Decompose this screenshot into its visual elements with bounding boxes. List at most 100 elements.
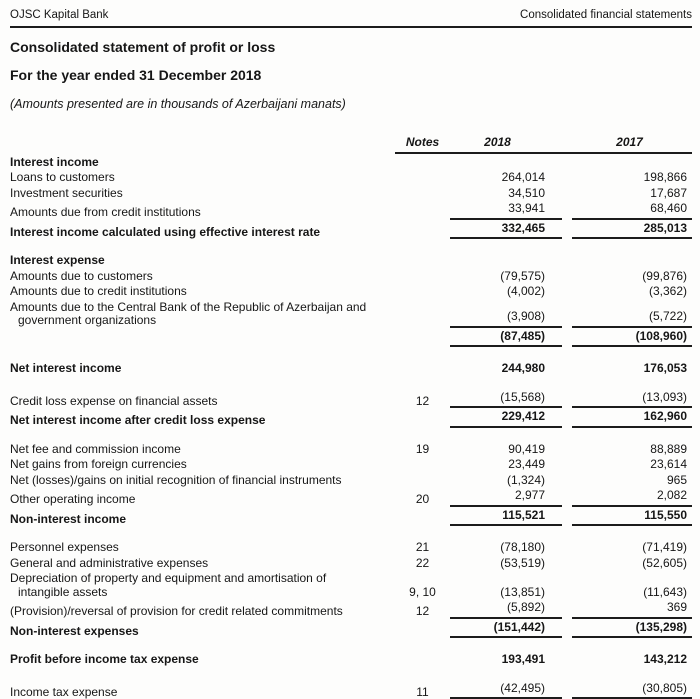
value-2018: (42,495) xyxy=(450,681,562,699)
statement-table: Notes 2018 2017 Interest income Loans to … xyxy=(10,135,692,699)
table-row: Amounts due from credit institutions 33,9… xyxy=(10,201,692,221)
row-label: Investment securities xyxy=(10,185,123,200)
value-2018: 23,449 xyxy=(508,457,545,471)
value-2018: 34,510 xyxy=(508,185,545,200)
row-label: Amounts due to credit institutions xyxy=(10,284,187,298)
value-2017: (5,722) xyxy=(572,309,692,328)
value-2018: 90,419 xyxy=(508,441,545,456)
value-2017: 965 xyxy=(666,472,687,487)
value-2018: 264,014 xyxy=(501,170,545,184)
row-label: Depreciation of property and equipment a… xyxy=(10,571,327,599)
value-2017: 115,550 xyxy=(572,508,692,526)
value-2017: (30,805) xyxy=(572,681,692,699)
table-row: Net fee and commission income 19 90,419 88,… xyxy=(10,442,692,458)
row-label: Non-interest expenses xyxy=(10,623,139,638)
table-row: Net (losses)/gains on initial recognitio… xyxy=(10,473,692,489)
row-group: Interest expense Amounts due to customers… xyxy=(10,253,692,348)
row-label: Net interest income xyxy=(10,361,122,375)
value-2017: 68,460 xyxy=(572,201,692,220)
table-row: Amounts due to the Central Bank of the R… xyxy=(10,300,692,329)
value-2018: 244,980 xyxy=(501,361,545,375)
table-row: Net interest income 244,980 176,053 xyxy=(10,361,692,377)
column-header-2018: 2018 xyxy=(484,135,511,149)
note-ref: 12 xyxy=(415,393,430,408)
row-label: Other operating income xyxy=(10,492,136,506)
table-row: Loans to customers 264,014 198,866 xyxy=(10,170,692,186)
row-label: Non-interest income xyxy=(10,511,127,526)
row-label xyxy=(10,334,395,348)
running-header: OJSC Kapital Bank Consolidated financial… xyxy=(10,9,692,28)
row-label: General and administrative expenses xyxy=(10,555,209,570)
header-columns: Notes 2018 2017 xyxy=(395,135,692,154)
value-2017: 23,614 xyxy=(650,457,687,471)
entity-name: OJSC Kapital Bank xyxy=(10,9,109,21)
table-row: General and administrative expenses 22 (53… xyxy=(10,556,692,572)
row-label: Net interest income after credit loss ex… xyxy=(10,413,266,427)
value-2017: 2,082 xyxy=(572,488,692,507)
currency-note: (Amounts presented are in thousands of A… xyxy=(10,96,346,111)
row-label: Net (losses)/gains on initial recognitio… xyxy=(10,472,342,487)
table-row: Credit loss expense on financial assets 1… xyxy=(10,390,692,410)
value-2018: (78,180) xyxy=(500,540,545,554)
row-label: (Provision)/reversal of provision for cr… xyxy=(10,604,343,618)
row-label: Interest expense xyxy=(10,253,105,267)
note-ref: 20 xyxy=(415,492,430,506)
value-2017: (11,643) xyxy=(643,584,687,599)
table-row: Amounts due to credit institutions (4,002… xyxy=(10,284,692,300)
value-2017: (13,093) xyxy=(572,390,692,408)
table-row: (Provision)/reversal of provision for cr… xyxy=(10,600,692,620)
value-2017: 17,687 xyxy=(650,185,687,200)
value-2017: (108,960) xyxy=(572,329,692,347)
value-2018: (3,908) xyxy=(450,309,562,328)
row-label: Interest income calculated using effecti… xyxy=(10,224,321,239)
value-2018: 2,977 xyxy=(450,488,562,507)
period-subtitle: For the year ended 31 December 2018 xyxy=(10,67,262,83)
value-2018: 33,941 xyxy=(450,201,562,220)
row-group: Personnel expenses 21 (78,180) (71,419) Gene… xyxy=(10,540,692,639)
column-header-2017: 2017 xyxy=(616,135,643,149)
table-row: Investment securities 34,510 17,687 xyxy=(10,186,692,202)
value-2018: 115,521 xyxy=(450,508,562,526)
value-2017: 369 xyxy=(572,600,692,619)
table-row: (87,485) (108,960) xyxy=(10,329,692,349)
value-2017: (99,876) xyxy=(642,268,687,283)
value-2018: (53,519) xyxy=(500,555,545,570)
value-2018: (4,002) xyxy=(506,284,545,298)
note-ref: 21 xyxy=(415,540,430,554)
table-row: Net interest income after credit loss ex… xyxy=(10,409,692,429)
column-gap xyxy=(562,136,572,150)
value-2017: 162,960 xyxy=(572,409,692,428)
value-2018: (79,575) xyxy=(500,268,545,283)
value-2017: (52,605) xyxy=(642,555,687,570)
value-2018: (151,442) xyxy=(450,620,562,638)
value-2018: (87,485) xyxy=(450,329,562,347)
row-label: Interest income xyxy=(10,154,99,169)
table-row: Other operating income 20 2,977 2,082 xyxy=(10,488,692,508)
table-header-row: Notes 2018 2017 xyxy=(10,135,692,154)
table-row: Non-interest expenses (151,442) (135,298) xyxy=(10,620,692,640)
note-ref: 12 xyxy=(415,604,430,618)
value-2017: 143,212 xyxy=(643,652,687,666)
row-label: Income tax expense xyxy=(10,684,118,699)
table-row: Income tax expense 11 (42,495) (30,805) xyxy=(10,681,692,699)
row-label: Loans to customers xyxy=(10,170,115,184)
value-2018: (5,892) xyxy=(450,600,562,619)
table-row: Personnel expenses 21 (78,180) (71,419) xyxy=(10,540,692,556)
table-row: Profit before income tax expense 193,491 1… xyxy=(10,652,692,668)
row-group: Credit loss expense on financial assets 1… xyxy=(10,390,692,429)
value-2017: 88,889 xyxy=(650,441,687,456)
table-row: Interest income calculated using effecti… xyxy=(10,221,692,241)
table-row: Non-interest income 115,521 115,550 xyxy=(10,508,692,528)
value-2018: 193,491 xyxy=(501,652,545,666)
column-header-notes: Notes xyxy=(405,135,440,149)
table-row: Depreciation of property and equipment a… xyxy=(10,571,692,600)
value-2017: (135,298) xyxy=(572,620,692,638)
row-label: Amounts due from credit institutions xyxy=(10,205,201,219)
row-label: Amounts due to the Central Bank of the R… xyxy=(10,299,367,327)
row-label: Net fee and commission income xyxy=(10,441,181,456)
page-title: Consolidated statement of profit or loss xyxy=(10,38,276,55)
row-group: Net fee and commission income 19 90,419 88,… xyxy=(10,442,692,528)
note-ref: 11 xyxy=(416,684,429,699)
value-2018: 332,465 xyxy=(450,221,562,239)
